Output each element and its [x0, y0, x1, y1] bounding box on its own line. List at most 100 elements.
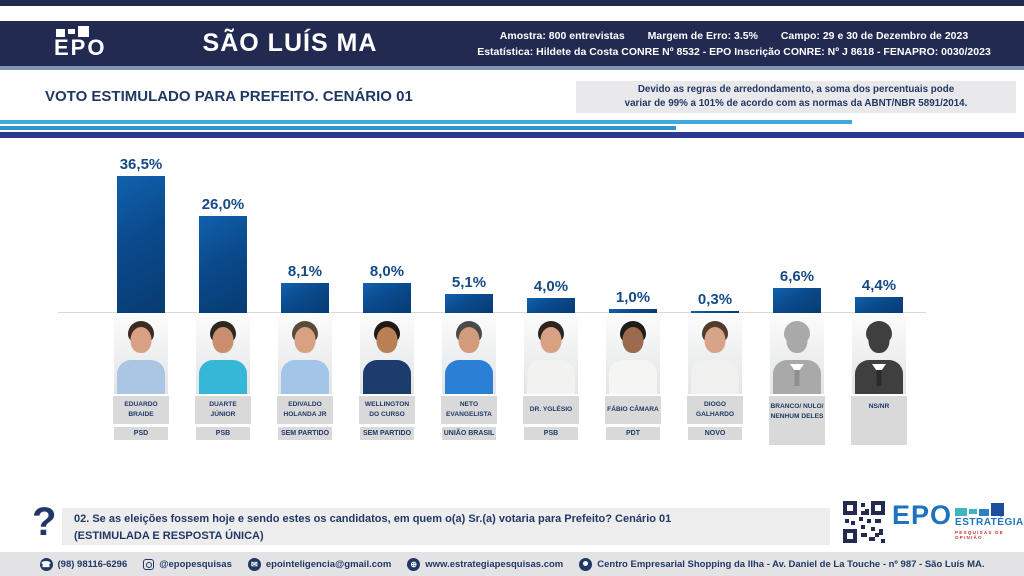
footer-phone: ☎ (98) 98116-6296	[39, 557, 127, 571]
survey-info: Amostra: 800 entrevistas Margem de Erro:…	[454, 28, 1014, 61]
candidate-photo	[852, 316, 906, 394]
percent-label: 36,5%	[119, 156, 163, 174]
footer-instagram: @epopesquisas	[143, 558, 232, 570]
rounding-note-line2: variar de 99% a 101% de acordo com as no…	[624, 98, 968, 109]
question-box: 02. Se as eleições fossem hoje e sendo e…	[62, 508, 830, 545]
margin-of-error: Margem de Erro: 3.5%	[647, 30, 758, 42]
photo-torso	[199, 360, 247, 394]
candidate-name-box: WELLINGTON DO CURSO	[359, 396, 415, 424]
photo-torso	[117, 360, 165, 394]
candidate-cards: EDUARDO BRAIDE PSD DUARTE JÚNIOR PSB EDI…	[100, 316, 920, 445]
question-mark: ?	[32, 500, 57, 544]
bar	[363, 283, 411, 313]
candidate-photo	[442, 316, 496, 394]
survey-info-line1: Amostra: 800 entrevistas Margem de Erro:…	[454, 28, 1014, 44]
candidate-name-box: NS/NR	[851, 396, 907, 445]
candidate-name-box: FÁBIO CÂMARA	[605, 396, 661, 424]
footer-email: ✉ epointeligencia@gmail.com	[247, 557, 391, 571]
photo-torso	[609, 360, 657, 394]
candidate-party: SEM PARTIDO	[360, 427, 414, 440]
candidate-party: PDT	[606, 427, 660, 440]
candidate-name: EDIVALDO HOLANDA JR	[283, 401, 327, 418]
candidate-name: EDUARDO BRAIDE	[124, 401, 158, 418]
candidate-party: PSD	[114, 427, 168, 440]
photo-tie	[794, 370, 800, 386]
globe-icon: ⊕	[407, 557, 421, 571]
bar	[609, 309, 657, 313]
city-title: SÃO LUÍS MA	[202, 29, 378, 57]
decor-stripe-light	[0, 120, 852, 124]
candidate-name: FÁBIO CÂMARA	[607, 406, 659, 414]
instagram-icon	[143, 558, 155, 570]
photo-face	[622, 327, 644, 353]
bar	[691, 311, 739, 313]
street-address: Centro Empresarial Shopping da Ilha - Av…	[597, 558, 985, 570]
percent-label: 8,1%	[287, 262, 323, 280]
chart-column: 6,6%	[756, 145, 838, 313]
percent-label: 5,1%	[451, 273, 487, 291]
percent-label: 4,4%	[861, 276, 897, 294]
bar	[527, 298, 575, 313]
photo-face	[786, 327, 808, 353]
epo-estrategia-logo: EPO ESTRATÉGIA PESQUISAS DE OPINIÃO	[892, 500, 1023, 541]
bar	[773, 288, 821, 313]
candidate-name: DIOGO GALHARDO	[695, 401, 735, 418]
candidate-photo	[196, 316, 250, 394]
bar	[855, 296, 903, 313]
brand-bars-icon	[955, 502, 1024, 516]
epo-logo: EPO	[54, 25, 124, 59]
candidate-card: FÁBIO CÂMARA PDT	[592, 316, 674, 445]
chart-column: 0,3%	[674, 145, 756, 313]
chart-column: 4,4%	[838, 145, 920, 313]
email-icon: ✉	[247, 557, 261, 571]
candidate-card: WELLINGTON DO CURSO SEM PARTIDO	[346, 316, 428, 445]
brand-estrategia-text: ESTRATÉGIA	[955, 517, 1024, 528]
candidate-name: DR. YGLÉSIO	[529, 406, 573, 414]
contact-footer: ☎ (98) 98116-6296 @epopesquisas ✉ epoint…	[0, 552, 1024, 576]
candidate-card: DR. YGLÉSIO PSB	[510, 316, 592, 445]
photo-torso	[691, 360, 739, 394]
photo-collar	[790, 364, 804, 374]
photo-torso	[363, 360, 411, 394]
chart-column: 5,1%	[428, 145, 510, 313]
candidate-name-box: BRANCO/ NULO/ NENHUM DELES	[769, 396, 825, 445]
instagram-handle: @epopesquisas	[159, 558, 232, 570]
candidate-name: DUARTE JÚNIOR	[209, 401, 237, 418]
candidate-party: SEM PARTIDO	[278, 427, 332, 440]
candidate-name: NETO EVANGELISTA	[446, 401, 492, 418]
candidate-photo	[278, 316, 332, 394]
photo-tie	[876, 370, 882, 386]
candidate-name: NS/NR	[868, 403, 890, 410]
candidate-name-box: EDIVALDO HOLANDA JR	[277, 396, 333, 424]
candidate-photo	[114, 316, 168, 394]
candidate-name-box: DR. YGLÉSIO	[523, 396, 579, 424]
brand-epo-text: EPO	[892, 500, 953, 530]
photo-face	[294, 327, 316, 353]
percent-label: 8,0%	[369, 263, 405, 280]
photo-torso	[281, 360, 329, 394]
candidate-card: NETO EVANGELISTA UNIÃO BRASIL	[428, 316, 510, 445]
candidate-photo	[524, 316, 578, 394]
top-accent-strip	[0, 0, 1024, 6]
candidate-photo	[606, 316, 660, 394]
header-bar: EPO SÃO LUÍS MA Amostra: 800 entrevistas…	[0, 21, 1024, 66]
chart-column: 4,0%	[510, 145, 592, 313]
candidate-photo	[770, 316, 824, 394]
photo-torso	[445, 360, 493, 394]
candidate-card: EDIVALDO HOLANDA JR SEM PARTIDO	[264, 316, 346, 445]
survey-info-line2: Estatística: Hildete da Costa CONRE Nº 8…	[477, 46, 991, 59]
photo-face	[458, 327, 480, 353]
percent-label: 26,0%	[201, 195, 245, 213]
candidate-party: UNIÃO BRASIL	[442, 427, 496, 440]
percent-label: 6,6%	[779, 268, 815, 286]
candidate-photo	[360, 316, 414, 394]
candidate-card: DUARTE JÚNIOR PSB	[182, 316, 264, 445]
question-line1: 02. Se as eleições fossem hoje e sendo e…	[74, 513, 672, 525]
photo-face	[130, 327, 152, 353]
bar-chart: 36,5% 26,0% 8,1% 8,0% 5,1% 4,0% 1,0% 0,3…	[100, 145, 920, 313]
footer-address: Centro Empresarial Shopping da Ilha - Av…	[579, 557, 985, 571]
percent-label: 1,0%	[615, 289, 651, 307]
candidate-name: WELLINGTON DO CURSO	[364, 401, 410, 418]
bar	[445, 293, 493, 313]
qr-code	[843, 501, 885, 543]
